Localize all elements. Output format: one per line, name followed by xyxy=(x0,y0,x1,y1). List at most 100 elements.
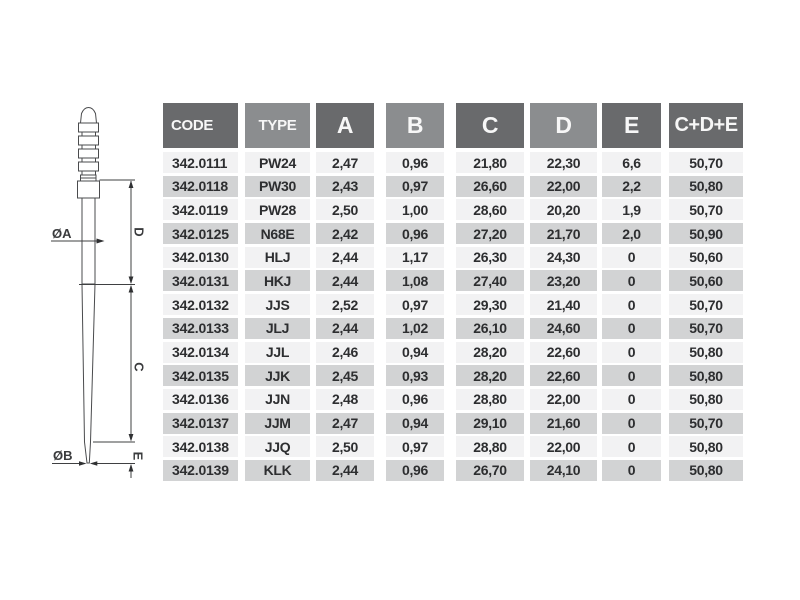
table-row: 342.0111 PW24 2,47 0,96 21,80 22,30 6,6 … xyxy=(163,152,745,173)
value-cell: 2,50 xyxy=(316,436,374,458)
value-cell: 0 xyxy=(602,436,661,458)
arrow-dia-b-right xyxy=(89,461,98,466)
value-cell: 2,46 xyxy=(316,341,374,363)
value-cell: 50,70 xyxy=(669,412,743,434)
arrow-d-down xyxy=(128,276,134,284)
dim-c-label: C xyxy=(132,362,147,372)
value-cell: 27,40 xyxy=(456,270,524,292)
value-cell: 50,60 xyxy=(669,270,743,292)
type-cell: JJN xyxy=(245,388,310,410)
value-cell: 2,44 xyxy=(316,459,374,481)
needle-ridge xyxy=(78,122,99,133)
code-cell: 342.0136 xyxy=(163,388,238,410)
value-cell: 50,80 xyxy=(669,436,743,458)
type-cell: PW30 xyxy=(245,175,310,197)
needle-groove xyxy=(81,131,96,137)
value-cell: 1,17 xyxy=(386,246,444,268)
type-cell: JJL xyxy=(245,341,310,363)
code-cell: 342.0125 xyxy=(163,223,238,245)
table-row: 342.0134 JJL 2,46 0,94 28,20 22,60 0 50,… xyxy=(163,341,745,363)
value-cell: 50,70 xyxy=(669,152,743,173)
table-row: 342.0135 JJK 2,45 0,93 28,20 22,60 0 50,… xyxy=(163,365,745,387)
table-row: 342.0132 JJS 2,52 0,97 29,30 21,40 0 50,… xyxy=(163,294,745,316)
value-cell: 2,0 xyxy=(602,223,661,245)
type-cell: PW24 xyxy=(245,152,310,173)
type-cell: JLJ xyxy=(245,317,310,339)
needle-ridge xyxy=(78,135,99,146)
value-cell: 0,96 xyxy=(386,459,444,481)
value-cell: 50,80 xyxy=(669,459,743,481)
table-row: 342.0119 PW28 2,50 1,00 28,60 20,20 1,9 … xyxy=(163,199,745,221)
table-body: 342.0111 PW24 2,47 0,96 21,80 22,30 6,6 … xyxy=(163,152,745,481)
value-cell: 21,60 xyxy=(530,412,597,434)
value-cell: 50,70 xyxy=(669,199,743,221)
value-cell: 2,44 xyxy=(316,246,374,268)
arrow-c-up xyxy=(128,285,134,293)
value-cell: 29,10 xyxy=(456,412,524,434)
table-row: 342.0118 PW30 2,43 0,97 26,60 22,00 2,2 … xyxy=(163,175,745,197)
value-cell: 24,60 xyxy=(530,317,597,339)
code-cell: 342.0111 xyxy=(163,152,238,173)
value-cell: 21,70 xyxy=(530,223,597,245)
header-d: D xyxy=(530,103,597,148)
header-code: CODE xyxy=(163,103,238,148)
value-cell: 1,02 xyxy=(386,317,444,339)
header-c: C xyxy=(456,103,524,148)
dia-b-label: ØB xyxy=(53,448,73,463)
arrow-dia-b-left xyxy=(79,461,87,466)
value-cell: 2,47 xyxy=(316,152,374,173)
needle-ridge xyxy=(78,161,99,172)
value-cell: 27,20 xyxy=(456,223,524,245)
type-cell: JJS xyxy=(245,294,310,316)
code-cell: 342.0119 xyxy=(163,199,238,221)
needle-collar xyxy=(77,180,100,199)
code-cell: 342.0137 xyxy=(163,412,238,434)
value-cell: 0,96 xyxy=(386,152,444,173)
table-row: 342.0133 JLJ 2,44 1,02 26,10 24,60 0 50,… xyxy=(163,317,745,339)
needle-groove xyxy=(81,157,96,163)
value-cell: 0,97 xyxy=(386,436,444,458)
value-cell: 22,00 xyxy=(530,175,597,197)
header-e: E xyxy=(602,103,661,148)
type-cell: N68E xyxy=(245,223,310,245)
value-cell: 50,80 xyxy=(669,365,743,387)
needle-groove xyxy=(81,170,96,176)
table-row: 342.0130 HLJ 2,44 1,17 26,30 24,30 0 50,… xyxy=(163,246,745,268)
value-cell: 0 xyxy=(602,246,661,268)
code-cell: 342.0135 xyxy=(163,365,238,387)
dim-d-label: D xyxy=(132,227,147,236)
arrow-e-up xyxy=(128,464,134,472)
value-cell: 50,60 xyxy=(669,246,743,268)
header-type: TYPE xyxy=(245,103,310,148)
value-cell: 20,20 xyxy=(530,199,597,221)
value-cell: 21,40 xyxy=(530,294,597,316)
code-cell: 342.0133 xyxy=(163,317,238,339)
value-cell: 24,30 xyxy=(530,246,597,268)
value-cell: 26,30 xyxy=(456,246,524,268)
arrow-dia-a xyxy=(96,238,105,244)
code-cell: 342.0138 xyxy=(163,436,238,458)
code-cell: 342.0118 xyxy=(163,175,238,197)
value-cell: 2,44 xyxy=(316,270,374,292)
value-cell: 50,80 xyxy=(669,388,743,410)
value-cell: 2,43 xyxy=(316,175,374,197)
value-cell: 0 xyxy=(602,365,661,387)
value-cell: 22,60 xyxy=(530,365,597,387)
needle-diagram: ØA ØB D C E xyxy=(51,106,147,478)
value-cell: 28,80 xyxy=(456,436,524,458)
value-cell: 28,60 xyxy=(456,199,524,221)
value-cell: 2,48 xyxy=(316,388,374,410)
value-cell: 2,45 xyxy=(316,365,374,387)
value-cell: 0 xyxy=(602,459,661,481)
value-cell: 6,6 xyxy=(602,152,661,173)
type-cell: PW28 xyxy=(245,199,310,221)
type-cell: JJM xyxy=(245,412,310,434)
dim-e-label: E xyxy=(131,452,146,461)
value-cell: 23,20 xyxy=(530,270,597,292)
value-cell: 21,80 xyxy=(456,152,524,173)
arrow-d-up xyxy=(128,180,134,188)
type-cell: JJQ xyxy=(245,436,310,458)
value-cell: 22,00 xyxy=(530,388,597,410)
table-row: 342.0131 HKJ 2,44 1,08 27,40 23,20 0 50,… xyxy=(163,270,745,292)
table-row: 342.0136 JJN 2,48 0,96 28,80 22,00 0 50,… xyxy=(163,388,745,410)
